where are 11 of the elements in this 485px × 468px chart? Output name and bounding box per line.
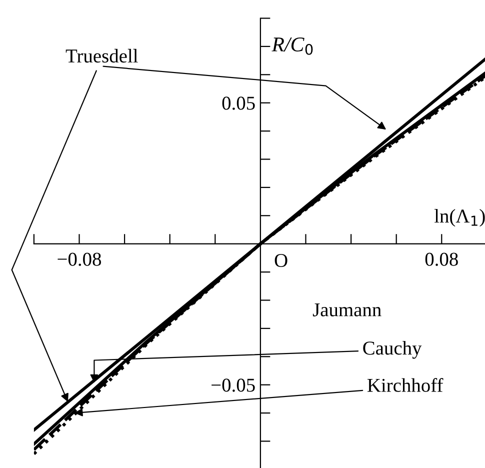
annotation: O <box>274 254 288 268</box>
y-tick-label: −0.05 <box>212 378 255 392</box>
x-tick-label: −0.08 <box>58 252 102 266</box>
x-axis-title: ln(Λ$_{1}$) <box>434 209 485 227</box>
x-tick-label: 0.08 <box>425 252 458 266</box>
annotation: Cauchy <box>363 341 422 359</box>
y-tick-label: 0.05 <box>222 96 255 110</box>
y-axis-title: R/C$_{0}$ <box>272 38 313 55</box>
annotation: Truesdell <box>66 48 138 63</box>
annotation: Jaumann <box>312 303 382 316</box>
annotation: Kirchhoff <box>367 378 444 392</box>
